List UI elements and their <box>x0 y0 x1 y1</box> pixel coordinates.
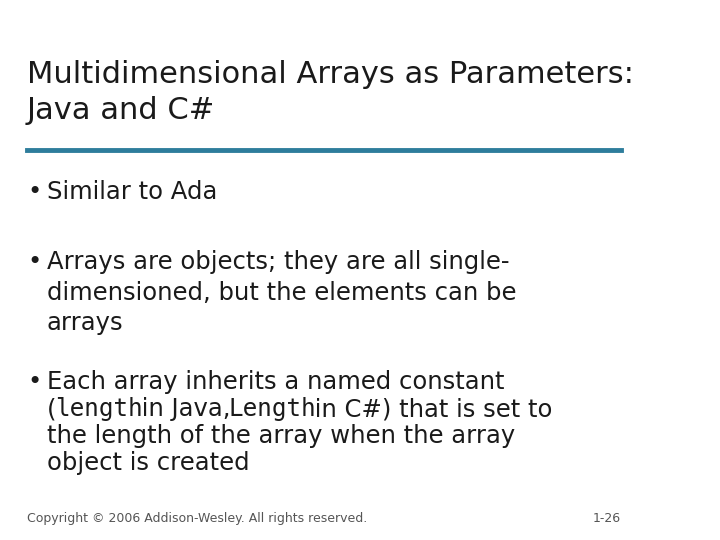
Text: Length: Length <box>228 397 316 421</box>
Text: the length of the array when the array: the length of the array when the array <box>47 424 515 448</box>
Text: 1-26: 1-26 <box>593 512 621 525</box>
Text: •: • <box>27 250 41 274</box>
Text: Copyright © 2006 Addison-Wesley. All rights reserved.: Copyright © 2006 Addison-Wesley. All rig… <box>27 512 367 525</box>
Text: (: ( <box>47 397 56 421</box>
Text: •: • <box>27 180 41 204</box>
Text: Multidimensional Arrays as Parameters:
Java and C#: Multidimensional Arrays as Parameters: J… <box>27 60 634 125</box>
Text: object is created: object is created <box>47 451 249 475</box>
Text: in C#) that is set to: in C#) that is set to <box>307 397 552 421</box>
Text: length: length <box>55 397 143 421</box>
Text: Similar to Ada: Similar to Ada <box>47 180 217 204</box>
Text: Arrays are objects; they are all single-
dimensioned, but the elements can be
ar: Arrays are objects; they are all single-… <box>47 250 516 335</box>
Text: in Java,: in Java, <box>135 397 238 421</box>
Text: Each array inherits a named constant: Each array inherits a named constant <box>47 370 504 394</box>
Text: •: • <box>27 370 41 394</box>
